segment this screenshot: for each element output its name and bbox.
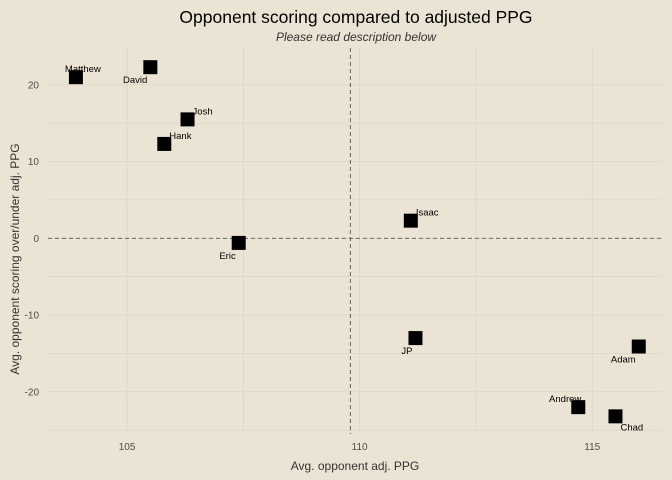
x-tick-label: 110 bbox=[352, 442, 368, 453]
tick-labels: 105 110 115 -20 -10 0 10 20 bbox=[25, 80, 601, 453]
y-tick-label: 20 bbox=[28, 80, 40, 91]
y-tick-label: 0 bbox=[33, 234, 39, 245]
y-axis-title: Avg. opponent scoring over/under adj. PP… bbox=[8, 143, 22, 374]
data-point bbox=[408, 331, 423, 346]
point-label: Isaac bbox=[416, 208, 439, 219]
data-point bbox=[143, 60, 158, 75]
y-tick-label: 10 bbox=[28, 157, 40, 168]
x-tick-label: 105 bbox=[119, 442, 136, 453]
data-point bbox=[403, 213, 418, 228]
y-tick-label: -10 bbox=[25, 311, 40, 322]
y-tick-label: -20 bbox=[25, 387, 40, 398]
point-label: JP bbox=[401, 346, 412, 357]
reference-lines bbox=[48, 48, 662, 434]
data-point bbox=[157, 136, 172, 151]
data-point bbox=[631, 339, 646, 354]
data-points bbox=[68, 60, 646, 424]
data-point bbox=[608, 409, 623, 424]
chart-subtitle: Please read description below bbox=[276, 30, 437, 44]
x-axis-title: Avg. opponent adj. PPG bbox=[291, 459, 420, 473]
data-point bbox=[180, 112, 195, 127]
data-point bbox=[68, 70, 83, 85]
point-labels: Matthew David Josh Hank Eric Isaac JP Adam Andre… bbox=[65, 64, 643, 433]
data-point bbox=[231, 235, 246, 250]
point-label: Matthew bbox=[65, 64, 101, 75]
grid-lines bbox=[48, 48, 662, 434]
data-point bbox=[571, 400, 586, 415]
point-label: Adam bbox=[611, 355, 636, 366]
point-label: Josh bbox=[193, 106, 213, 117]
point-label: Hank bbox=[169, 131, 191, 142]
point-label: Andrew bbox=[549, 394, 581, 405]
point-label: Eric bbox=[219, 251, 236, 262]
chart-title: Opponent scoring compared to adjusted PP… bbox=[179, 7, 532, 27]
point-label: David bbox=[123, 75, 147, 86]
point-label: Chad bbox=[620, 422, 643, 433]
x-tick-label: 115 bbox=[584, 442, 600, 453]
